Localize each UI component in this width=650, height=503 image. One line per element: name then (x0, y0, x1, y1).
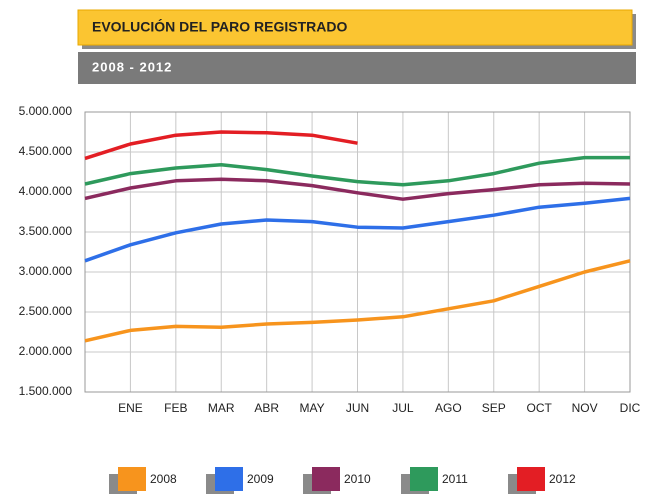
x-tick-label: JUN (346, 401, 369, 415)
y-tick-label: 4.000.000 (19, 184, 73, 198)
x-tick-label: ABR (254, 401, 279, 415)
series-line (84, 196, 631, 263)
legend-swatch (517, 467, 545, 491)
y-tick-label: 2.000.000 (19, 344, 73, 358)
chart-title: EVOLUCIÓN DEL PARO REGISTRADO (92, 18, 348, 35)
y-tick-label: 4.500.000 (19, 144, 73, 158)
title-box (77, 9, 633, 46)
series-line (84, 155, 630, 187)
y-tick-label: 3.000.000 (19, 264, 73, 278)
y-tick-label: 2.500.000 (19, 304, 73, 318)
x-tick-label: SEP (482, 401, 506, 415)
x-tick-label: OCT (526, 401, 552, 415)
legend-swatch (118, 467, 146, 491)
x-tick-label: AGO (435, 401, 462, 415)
y-tick-label: 1.500.000 (19, 384, 73, 398)
legend-swatch (410, 467, 438, 491)
legend-label: 2011 (442, 472, 468, 486)
chart-subtitle: 2008 - 2012 (92, 59, 172, 74)
legend-label: 2009 (247, 472, 274, 486)
series-line (84, 259, 631, 343)
x-tick-label: MAY (300, 401, 325, 415)
x-tick-label: MAR (208, 401, 235, 415)
y-tick-label: 3.500.000 (19, 224, 73, 238)
x-tick-label: ENE (118, 401, 143, 415)
x-tick-label: NOV (572, 401, 598, 415)
x-tick-label: FEB (164, 401, 187, 415)
legend-label: 2010 (344, 472, 371, 486)
legend-swatch (215, 467, 243, 491)
legend-label: 2012 (549, 472, 576, 486)
series-line (84, 130, 358, 161)
plot-frame (84, 111, 631, 393)
subtitle-box (78, 52, 636, 84)
y-tick-label: 5.000.000 (19, 104, 73, 118)
series-line (84, 177, 631, 201)
x-tick-label: JUL (392, 401, 414, 415)
x-tick-label: DIC (620, 401, 641, 415)
legend-swatch (312, 467, 340, 491)
legend-label: 2008 (150, 472, 177, 486)
